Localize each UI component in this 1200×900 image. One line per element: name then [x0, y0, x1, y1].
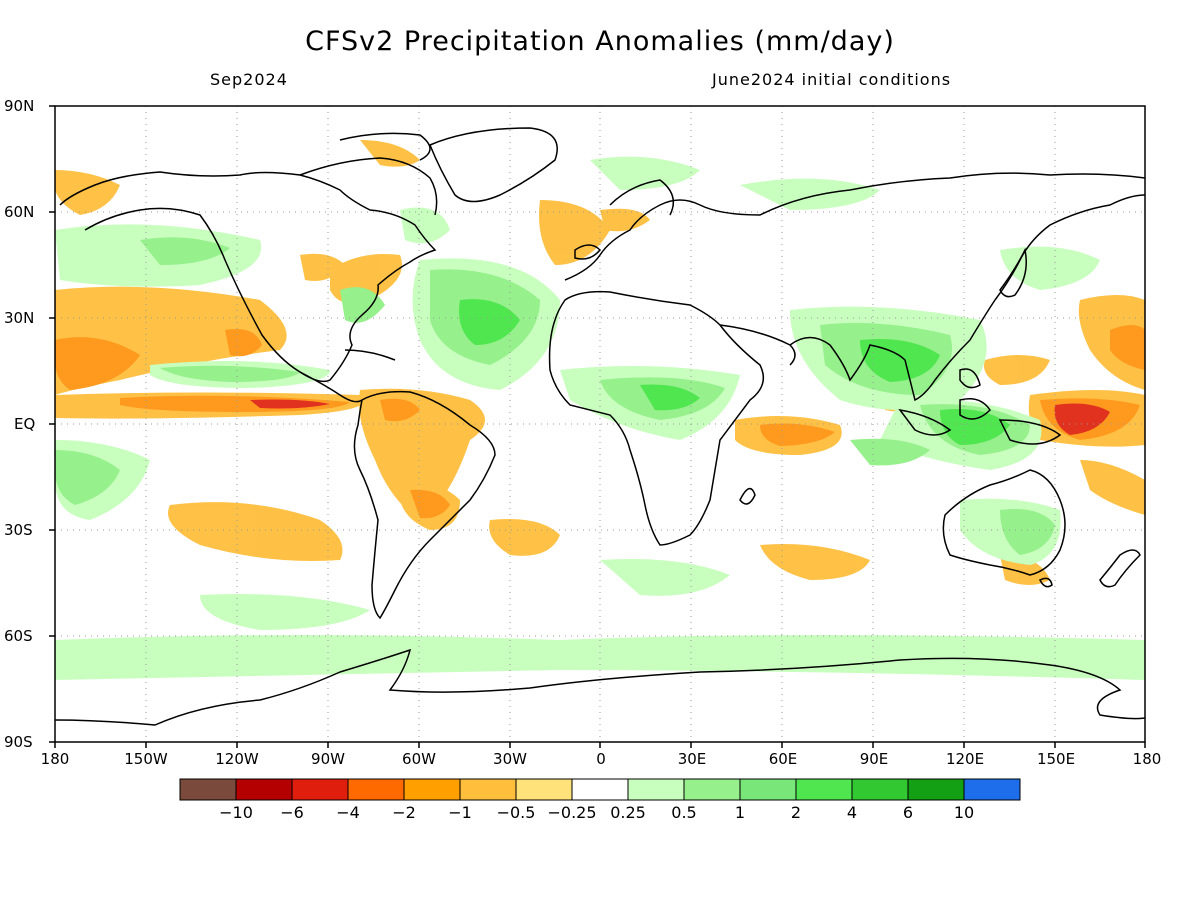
lon-label-90e: 90E [859, 750, 889, 768]
colorbar-swatch [403, 778, 461, 801]
colorbar-label: −0.25 [547, 803, 597, 822]
lon-label-60w: 60W [402, 750, 436, 768]
colorbar [179, 778, 1021, 801]
colorbar-swatch [459, 778, 517, 801]
axis-ticks [49, 105, 1146, 748]
colorbar-label: −0.5 [496, 803, 536, 822]
colorbar-swatch [235, 778, 293, 801]
colorbar-label: 0.5 [671, 803, 697, 822]
colorbar-swatch [627, 778, 685, 801]
colorbar-label: 4 [846, 803, 858, 822]
colorbar-label: 6 [902, 803, 914, 822]
forecast-month: Sep2024 [210, 70, 288, 89]
colorbar-swatch [571, 778, 629, 801]
precip-anomaly-field [55, 140, 1145, 680]
colorbar-swatch [347, 778, 405, 801]
colorbar-label: −10 [219, 803, 253, 822]
colorbar-swatch [739, 778, 797, 801]
lat-label-60n: 60N [4, 203, 35, 221]
colorbar-label: 1 [734, 803, 746, 822]
colorbar-label: −6 [280, 803, 304, 822]
lon-label-150e: 150E [1036, 750, 1076, 768]
lon-label-90w: 90W [311, 750, 345, 768]
lat-label-30n: 30N [4, 309, 35, 327]
lon-label-120e: 120E [945, 750, 985, 768]
initial-conditions-label: June2024 initial conditions [712, 70, 952, 89]
colorbar-swatch [515, 778, 573, 801]
colorbar-label: 10 [953, 803, 975, 822]
colorbar-label: −1 [448, 803, 472, 822]
colorbar-swatch [963, 778, 1021, 801]
coastlines [55, 127, 1145, 726]
lon-label-180e: 180 [1132, 750, 1162, 768]
lat-label-90n: 90N [4, 97, 35, 115]
lat-label-30s: 30S [4, 521, 33, 539]
colorbar-label: 2 [790, 803, 802, 822]
colorbar-swatch [683, 778, 741, 801]
lon-label-60e: 60E [768, 750, 798, 768]
lat-label-60s: 60S [4, 627, 33, 645]
colorbar-swatch [907, 778, 965, 801]
colorbar-label: 0.25 [610, 803, 646, 822]
lat-label-90s: 90S [4, 733, 33, 751]
colorbar-swatch [795, 778, 853, 801]
colorbar-label: −2 [392, 803, 416, 822]
lon-label-120w: 120W [215, 750, 259, 768]
colorbar-swatch [291, 778, 349, 801]
colorbar-swatch [851, 778, 909, 801]
lon-label-30w: 30W [493, 750, 527, 768]
lon-label-150w: 150W [124, 750, 168, 768]
lon-label-30e: 30E [677, 750, 707, 768]
graticule [55, 106, 1145, 742]
map-title: CFSv2 Precipitation Anomalies (mm/day) [305, 26, 895, 57]
lon-label-0: 0 [596, 750, 606, 768]
colorbar-label: −4 [336, 803, 360, 822]
lat-label-eq: EQ [14, 415, 36, 433]
colorbar-swatch [179, 778, 237, 801]
lon-label-180w: 180 [40, 750, 70, 768]
